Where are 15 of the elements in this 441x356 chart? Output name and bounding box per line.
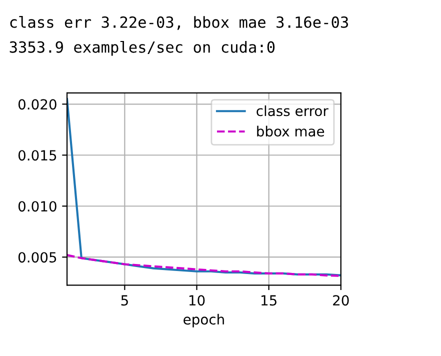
line-series bbox=[67, 98, 341, 276]
text: class err 3.22e-03, bbox mae 3.16e-03 bbox=[10, 16, 348, 30]
y-tick-label: 0.005 bbox=[18, 252, 56, 263]
line-series bbox=[67, 254, 341, 277]
y-tick-label: 0.010 bbox=[18, 201, 56, 212]
legend-label: class error bbox=[256, 105, 328, 116]
x-tick-label: 5 bbox=[121, 295, 128, 306]
x-tick-label: 15 bbox=[262, 295, 276, 306]
x-axis-title: epoch bbox=[184, 314, 224, 328]
text: 3353.9 examples/sec on cuda:0 bbox=[10, 40, 275, 56]
y-tick-label: 0.015 bbox=[18, 150, 56, 161]
legend-label: bbox mae bbox=[257, 126, 324, 137]
x-tick-label: 10 bbox=[189, 295, 205, 306]
x-tick-label: 20 bbox=[333, 295, 349, 306]
y-tick-label: 0.020 bbox=[18, 99, 56, 110]
